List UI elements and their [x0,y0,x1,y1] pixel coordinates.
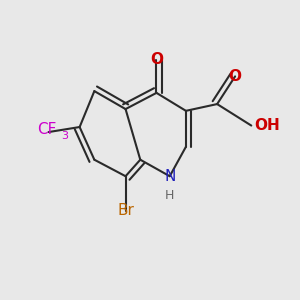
Text: Br: Br [117,203,134,218]
Text: 3: 3 [61,131,68,142]
Text: O: O [150,52,163,68]
Text: CF: CF [38,122,57,136]
Text: OH: OH [254,118,280,133]
Text: O: O [229,69,242,84]
Text: H: H [165,189,174,202]
Text: N: N [164,169,176,184]
